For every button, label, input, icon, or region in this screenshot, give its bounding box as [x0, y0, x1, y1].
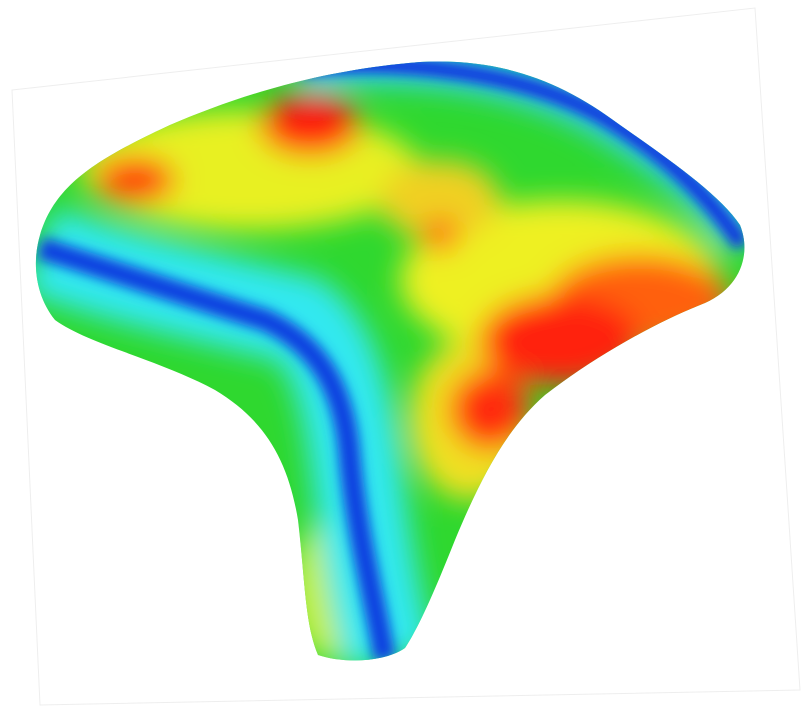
surface-render: [0, 0, 805, 711]
page: (() => { const data = JSON.parse(documen…: [0, 0, 805, 711]
